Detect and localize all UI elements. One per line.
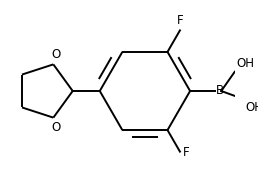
Text: B: B [215,84,223,98]
Text: F: F [183,146,189,159]
Text: F: F [177,14,183,27]
Text: OH: OH [245,101,258,114]
Text: OH: OH [237,57,255,70]
Text: O: O [52,120,61,134]
Text: O: O [52,48,61,62]
